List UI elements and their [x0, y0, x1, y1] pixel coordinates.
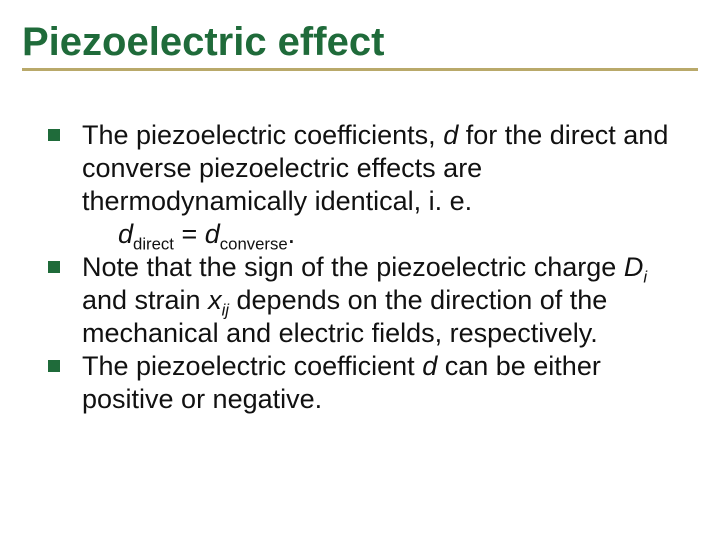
title-underline: Piezoelectric effect: [22, 20, 698, 71]
equation: ddirect = dconverse.: [82, 218, 698, 251]
bullet-text: Note that the sign of the piezoelectric …: [82, 252, 647, 348]
bullet-text: The piezoelectric coefficient d can be e…: [82, 351, 601, 414]
bullet-list: The piezoelectric coefficients, d for th…: [22, 119, 698, 415]
bullet-item: The piezoelectric coefficient d can be e…: [48, 350, 698, 416]
bullet-item: Note that the sign of the piezoelectric …: [48, 251, 698, 350]
bullet-item: The piezoelectric coefficients, d for th…: [48, 119, 698, 251]
bullet-text: The piezoelectric coefficients, d for th…: [82, 120, 668, 216]
slide-title: Piezoelectric effect: [22, 20, 698, 64]
